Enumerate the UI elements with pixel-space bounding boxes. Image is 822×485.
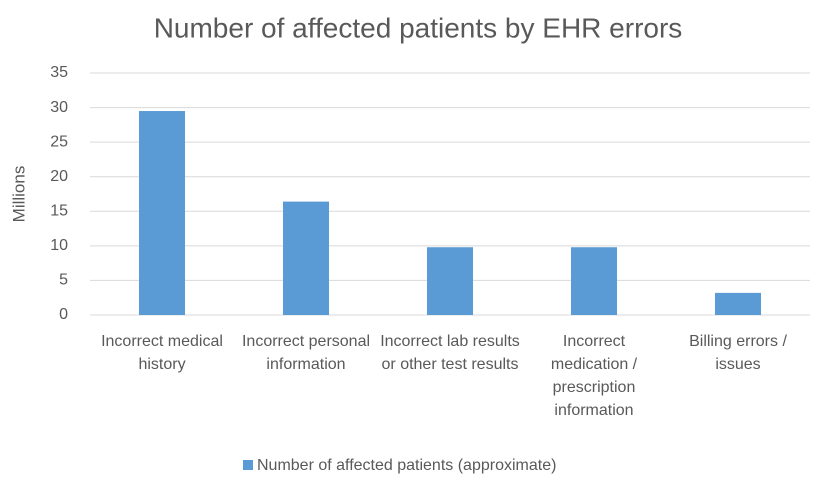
- y-tick-label: 15: [50, 203, 68, 220]
- y-tick-label: 0: [59, 306, 68, 323]
- bar: [139, 111, 185, 316]
- chart-title: Number of affected patients by EHR error…: [154, 12, 683, 43]
- y-tick-label: 20: [50, 168, 68, 185]
- x-tick-label: Incorrect medication / prescription info…: [550, 333, 638, 419]
- x-tick-label: Billing errors / issues: [689, 333, 787, 373]
- bar: [283, 201, 329, 315]
- x-tick-label: Incorrect medical history: [101, 333, 223, 373]
- x-tick-label: Incorrect personal information: [241, 333, 371, 373]
- y-tick-label: 30: [50, 99, 68, 116]
- y-tick-label: 25: [50, 133, 68, 150]
- bar: [715, 292, 761, 315]
- x-tick-label: Incorrect lab results or other test resu…: [380, 333, 520, 373]
- legend-label: Number of affected patients (approximate…: [257, 457, 556, 474]
- bar: [571, 247, 617, 315]
- y-tick-label: 35: [50, 64, 68, 81]
- y-axis-label: Millions: [9, 166, 28, 223]
- bar: [427, 247, 473, 315]
- y-tick-label: 10: [50, 237, 68, 254]
- legend-swatch: [243, 460, 253, 470]
- y-tick-label: 5: [59, 272, 68, 289]
